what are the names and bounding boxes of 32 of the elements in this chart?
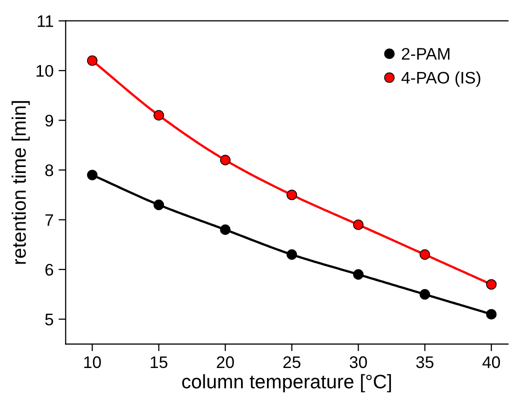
point — [353, 219, 364, 230]
x-tick-label: 20 — [216, 356, 234, 368]
x-tick-label: 30 — [350, 356, 367, 368]
point — [286, 190, 298, 200]
y-tick-label: 11 — [38, 15, 54, 27]
y-tick-label: 5 — [45, 314, 54, 326]
point — [486, 279, 497, 290]
point — [220, 154, 231, 166]
x-tick-label: 40 — [482, 356, 500, 368]
legend-label: 2-PAM — [402, 48, 450, 60]
x-tick-label: 25 — [283, 356, 300, 368]
y-axis-title: retention time [min] — [12, 101, 30, 264]
x-tick-label: 15 — [150, 356, 168, 368]
y-tick-label: 7 — [45, 214, 54, 226]
point — [86, 170, 98, 180]
point — [353, 269, 364, 280]
point — [420, 289, 430, 300]
point — [286, 249, 298, 260]
point — [220, 224, 231, 235]
x-axis-title: column temperature [°C] — [182, 374, 391, 392]
y-tick-label: 10 — [36, 64, 54, 77]
y-tick-label: 8 — [45, 164, 54, 176]
point — [486, 308, 497, 320]
y-tick-label: 9 — [45, 114, 54, 127]
x-tick-label: 35 — [416, 356, 434, 368]
legend-label: 4-PAO (IS) — [401, 71, 480, 87]
point — [154, 110, 164, 121]
point — [154, 200, 164, 210]
y-tick-label: 6 — [45, 264, 54, 276]
x-tick-label: 10 — [84, 356, 101, 368]
point — [420, 249, 430, 260]
point — [86, 55, 98, 66]
